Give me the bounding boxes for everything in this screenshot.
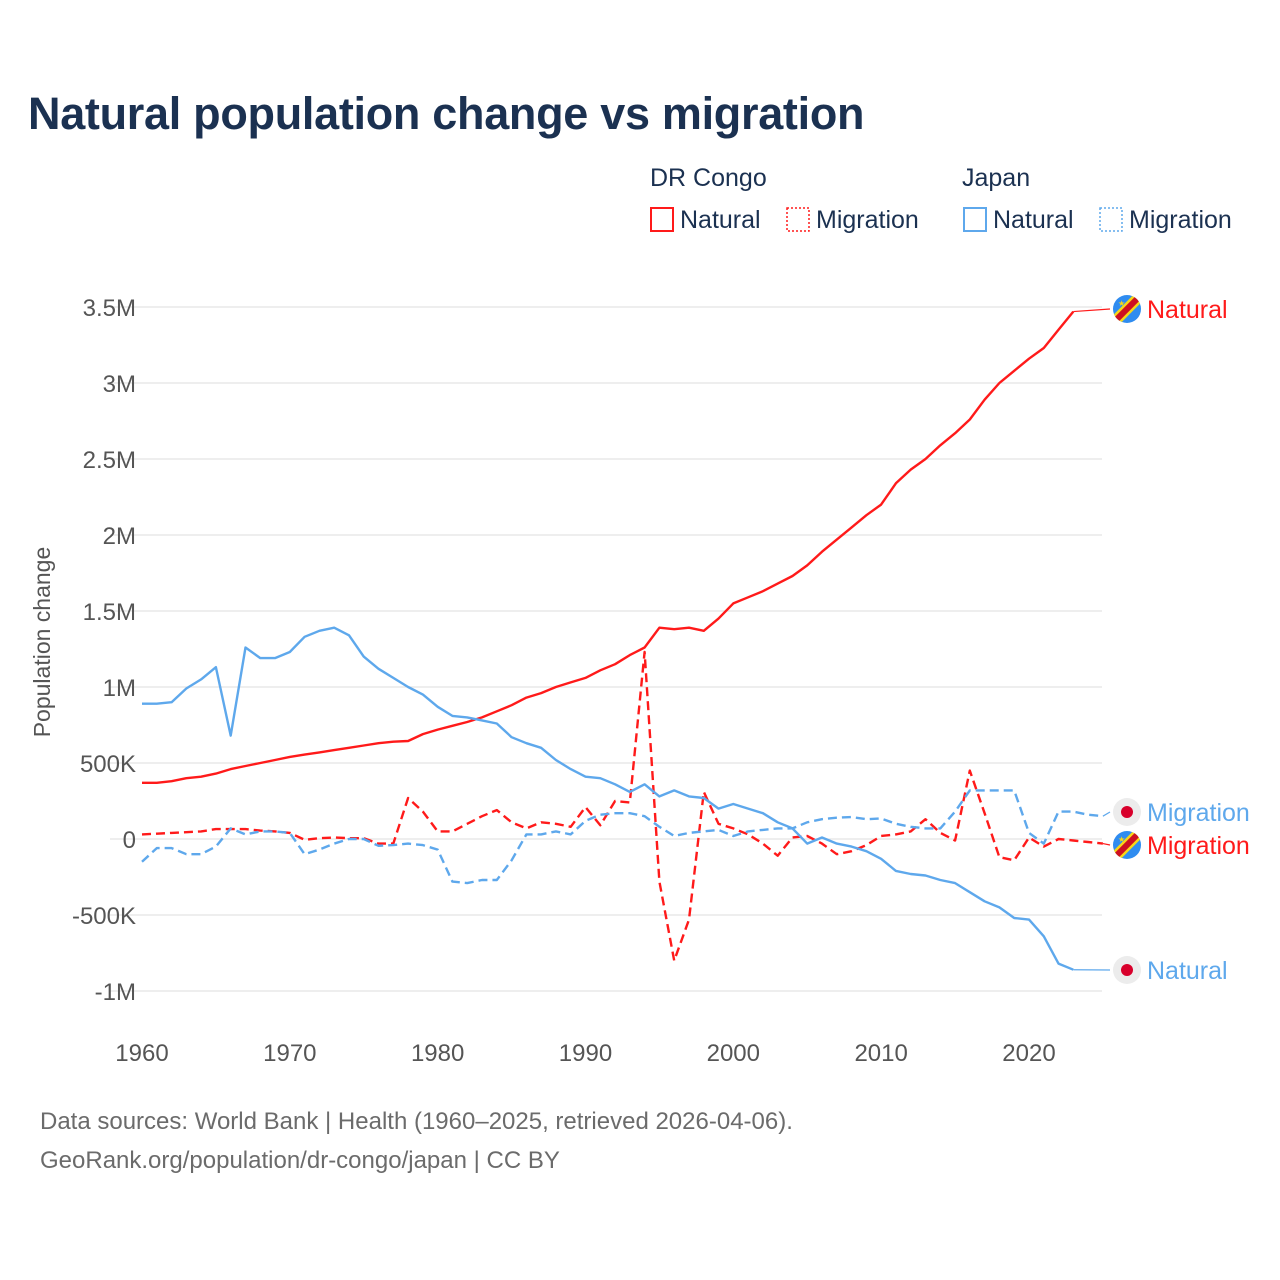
y-tick-label: -1M bbox=[95, 979, 136, 1006]
japan-flag-icon bbox=[1113, 956, 1141, 984]
x-tick-label: 2020 bbox=[1002, 1040, 1055, 1067]
footer-sources: Data sources: World Bank | Health (1960–… bbox=[40, 1108, 793, 1135]
dr-congo-flag-icon: ★ bbox=[1113, 831, 1141, 859]
y-tick-label: 0 bbox=[123, 827, 136, 854]
y-tick-label: 3.5M bbox=[83, 295, 136, 322]
flag-body: ★ bbox=[1113, 831, 1141, 859]
end-labels: ★ Natural ★ Migration Natural Migration bbox=[1073, 295, 1250, 985]
end-label-japan-natural: Natural bbox=[1147, 957, 1228, 985]
legend-swatch-drc-migration bbox=[786, 207, 810, 232]
gridlines bbox=[110, 306, 1102, 992]
end-label-connector bbox=[1102, 811, 1111, 817]
legend-label-drc-natural[interactable]: Natural bbox=[680, 206, 761, 234]
x-tick-label: 1980 bbox=[411, 1040, 464, 1067]
x-tick-label: 2000 bbox=[707, 1040, 760, 1067]
chart-title: Natural population change vs migration bbox=[28, 88, 865, 139]
y-axis-label: Population change bbox=[29, 547, 55, 738]
series-line-japan-migration bbox=[141, 789, 1104, 885]
y-tick-label: 2.5M bbox=[83, 447, 136, 474]
end-label-japan-migration: Migration bbox=[1147, 799, 1250, 827]
end-label-dr-congo-migration: Migration bbox=[1147, 832, 1250, 860]
series-line-japan-natural bbox=[142, 626, 1074, 971]
y-tick-label: 1.5M bbox=[83, 599, 136, 626]
japan-flag-icon bbox=[1113, 798, 1141, 826]
x-tick-labels: 1960 1970 1980 1990 2000 2010 2020 bbox=[115, 1040, 1055, 1067]
legend-group-japan: Japan bbox=[962, 164, 1030, 192]
series-line-dr-congo-migration bbox=[141, 650, 1104, 962]
x-tick-label: 1960 bbox=[115, 1040, 168, 1067]
footer-link[interactable]: GeoRank.org/population/dr-congo/japan | … bbox=[40, 1147, 560, 1174]
legend-label-japan-migration[interactable]: Migration bbox=[1129, 206, 1232, 234]
flag-sun bbox=[1121, 964, 1133, 976]
legend-swatch-japan-migration bbox=[1099, 207, 1123, 232]
dr-congo-flag-icon: ★ bbox=[1113, 295, 1141, 323]
legend-swatch-drc-natural bbox=[650, 207, 674, 232]
legend: DR Congo Japan Natural Migration Natural… bbox=[650, 164, 1232, 234]
end-label-connector bbox=[1102, 842, 1111, 846]
legend-group-drc: DR Congo bbox=[650, 164, 767, 192]
legend-label-drc-migration[interactable]: Migration bbox=[816, 206, 919, 234]
x-tick-label: 1990 bbox=[559, 1040, 612, 1067]
legend-swatch-japan-natural bbox=[963, 207, 987, 232]
flag-star: ★ bbox=[1118, 299, 1125, 308]
legend-label-japan-natural[interactable]: Natural bbox=[993, 206, 1074, 234]
flag-sun bbox=[1121, 806, 1133, 818]
series-line-dr-congo-natural bbox=[142, 310, 1075, 784]
y-tick-label: 3M bbox=[103, 371, 136, 398]
y-tick-label: 500K bbox=[80, 751, 136, 778]
y-tick-labels: 3.5M 3M 2.5M 2M 1.5M 1M 500K 0 -500K -1M bbox=[72, 295, 136, 1006]
series-lines bbox=[141, 310, 1104, 971]
x-tick-label: 2010 bbox=[854, 1040, 907, 1067]
x-tick-label: 1970 bbox=[263, 1040, 316, 1067]
flag-star: ★ bbox=[1118, 835, 1125, 844]
y-tick-label: 2M bbox=[103, 523, 136, 550]
end-label-connector bbox=[1073, 308, 1111, 313]
end-label-dr-congo-natural: Natural bbox=[1147, 296, 1228, 324]
y-tick-label: -500K bbox=[72, 903, 136, 930]
y-tick-label: 1M bbox=[103, 675, 136, 702]
flag-body: ★ bbox=[1113, 295, 1141, 323]
